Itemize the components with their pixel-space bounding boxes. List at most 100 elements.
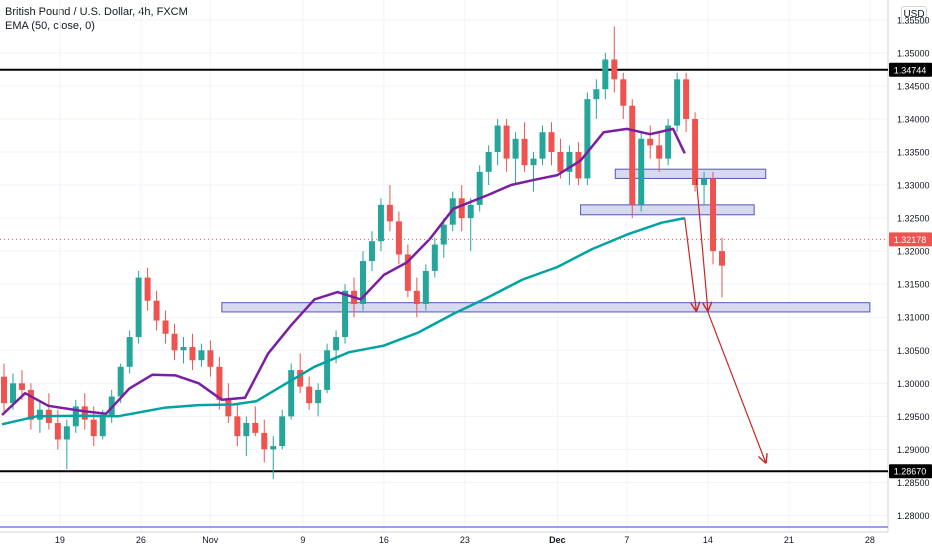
candle-body <box>189 346 196 361</box>
candle-body <box>243 422 250 437</box>
candle-body <box>611 59 618 80</box>
candle-body <box>333 337 340 351</box>
candle <box>512 132 519 186</box>
candle <box>207 340 214 377</box>
candle <box>719 237 725 298</box>
time-tick-label: 16 <box>379 535 389 545</box>
price-tick-label: 1.30000 <box>897 379 930 389</box>
candle-body <box>288 370 295 417</box>
candle-body <box>422 270 429 304</box>
candle <box>216 356 223 410</box>
time-tick-label: Dec <box>549 535 566 545</box>
candle <box>315 383 322 417</box>
ema-50-line <box>1 127 686 416</box>
candle <box>539 125 546 166</box>
candle-body <box>566 152 573 172</box>
time-tick-label: 19 <box>55 535 65 545</box>
candle <box>45 393 52 430</box>
candle <box>656 132 663 172</box>
time-tick-label: 26 <box>136 535 146 545</box>
candle-body <box>162 320 169 334</box>
time-tick-label: 14 <box>703 535 713 545</box>
candle <box>288 363 295 420</box>
candle-body <box>665 125 672 159</box>
candle <box>99 409 106 440</box>
candle-body <box>18 383 25 390</box>
price-label-text: 1.32178 <box>894 235 927 245</box>
candle <box>189 333 196 371</box>
candle-body <box>90 419 97 437</box>
candles <box>1 26 725 480</box>
candle <box>279 409 286 450</box>
candle-body <box>683 79 690 119</box>
candle <box>261 419 268 463</box>
chart-legend: British Pound / U.S. Dollar, 4h, FXCM EM… <box>5 5 188 33</box>
candle <box>243 416 250 456</box>
candle-body <box>692 118 699 186</box>
candle-body <box>216 366 223 400</box>
candle-body <box>261 432 268 450</box>
time-tick-label: 9 <box>300 535 305 545</box>
price-tick-label: 1.30500 <box>897 346 930 356</box>
ema-200-line <box>1 216 685 426</box>
candle-body <box>512 138 519 159</box>
candle-body <box>602 59 609 90</box>
candle-body <box>440 224 447 245</box>
candle <box>225 383 232 423</box>
candle-body <box>395 221 402 255</box>
gridlines <box>0 0 888 532</box>
candle <box>566 145 573 186</box>
candle-body <box>593 89 600 100</box>
currency-button[interactable]: USD <box>901 6 927 24</box>
price-tick-label: 1.32000 <box>897 247 930 257</box>
candle-body <box>539 132 546 159</box>
candle <box>126 330 133 374</box>
candle-body <box>503 125 510 159</box>
candle <box>503 118 510 172</box>
candle-body <box>575 152 582 179</box>
projection-arrow <box>707 311 766 463</box>
candle-body <box>81 406 88 420</box>
candle-body <box>476 171 483 205</box>
price-label-box <box>889 464 932 479</box>
candle <box>440 218 447 258</box>
price-tick-label: 1.28000 <box>897 511 930 521</box>
candle <box>638 132 645 212</box>
candle-body <box>368 241 375 262</box>
candle <box>153 290 160 331</box>
time-tick-label: 21 <box>784 535 794 545</box>
candle-body <box>521 138 528 166</box>
time-axis-labels: 19 26 Nov 9 16 23 Dec 7 14 21 28 <box>55 535 875 545</box>
price-label-box <box>889 232 932 247</box>
price-tick-label: 1.35000 <box>897 48 930 58</box>
price-label-box <box>889 62 932 77</box>
support-resistance-zone <box>221 302 871 313</box>
candle-body <box>342 290 349 338</box>
time-tick-label: Nov <box>202 535 219 545</box>
candle <box>602 52 609 100</box>
price-tick-label: 1.31500 <box>897 280 930 290</box>
candle <box>198 343 205 367</box>
candle <box>629 99 636 219</box>
candle-body <box>9 383 16 404</box>
support-resistance-zone <box>614 168 767 179</box>
candle-body <box>710 178 717 252</box>
candle-body <box>279 416 286 447</box>
candle <box>593 79 600 119</box>
indicator-label: EMA (50, close, 0) <box>5 20 95 32</box>
candle <box>647 125 654 159</box>
candle-body <box>180 346 187 351</box>
candle <box>611 26 618 93</box>
candle <box>377 198 384 252</box>
price-tick-label: 1.29500 <box>897 412 930 422</box>
candle <box>171 323 178 361</box>
price-label-text: 1.34744 <box>894 65 927 75</box>
price-tick-label: 1.34500 <box>897 81 930 91</box>
candle-body <box>620 79 627 106</box>
candle-body <box>117 366 124 397</box>
candle-body <box>63 426 70 440</box>
candle-body <box>1 376 7 404</box>
candle-body <box>198 350 205 361</box>
candle-body <box>719 251 725 266</box>
